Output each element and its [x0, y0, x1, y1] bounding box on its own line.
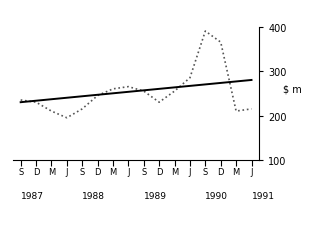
Text: 1987: 1987 — [21, 191, 44, 200]
Text: 1988: 1988 — [82, 191, 105, 200]
Y-axis label: $ m: $ m — [283, 84, 302, 94]
Text: 1989: 1989 — [144, 191, 167, 200]
Text: 1990: 1990 — [205, 191, 228, 200]
Text: 1991: 1991 — [251, 191, 274, 200]
